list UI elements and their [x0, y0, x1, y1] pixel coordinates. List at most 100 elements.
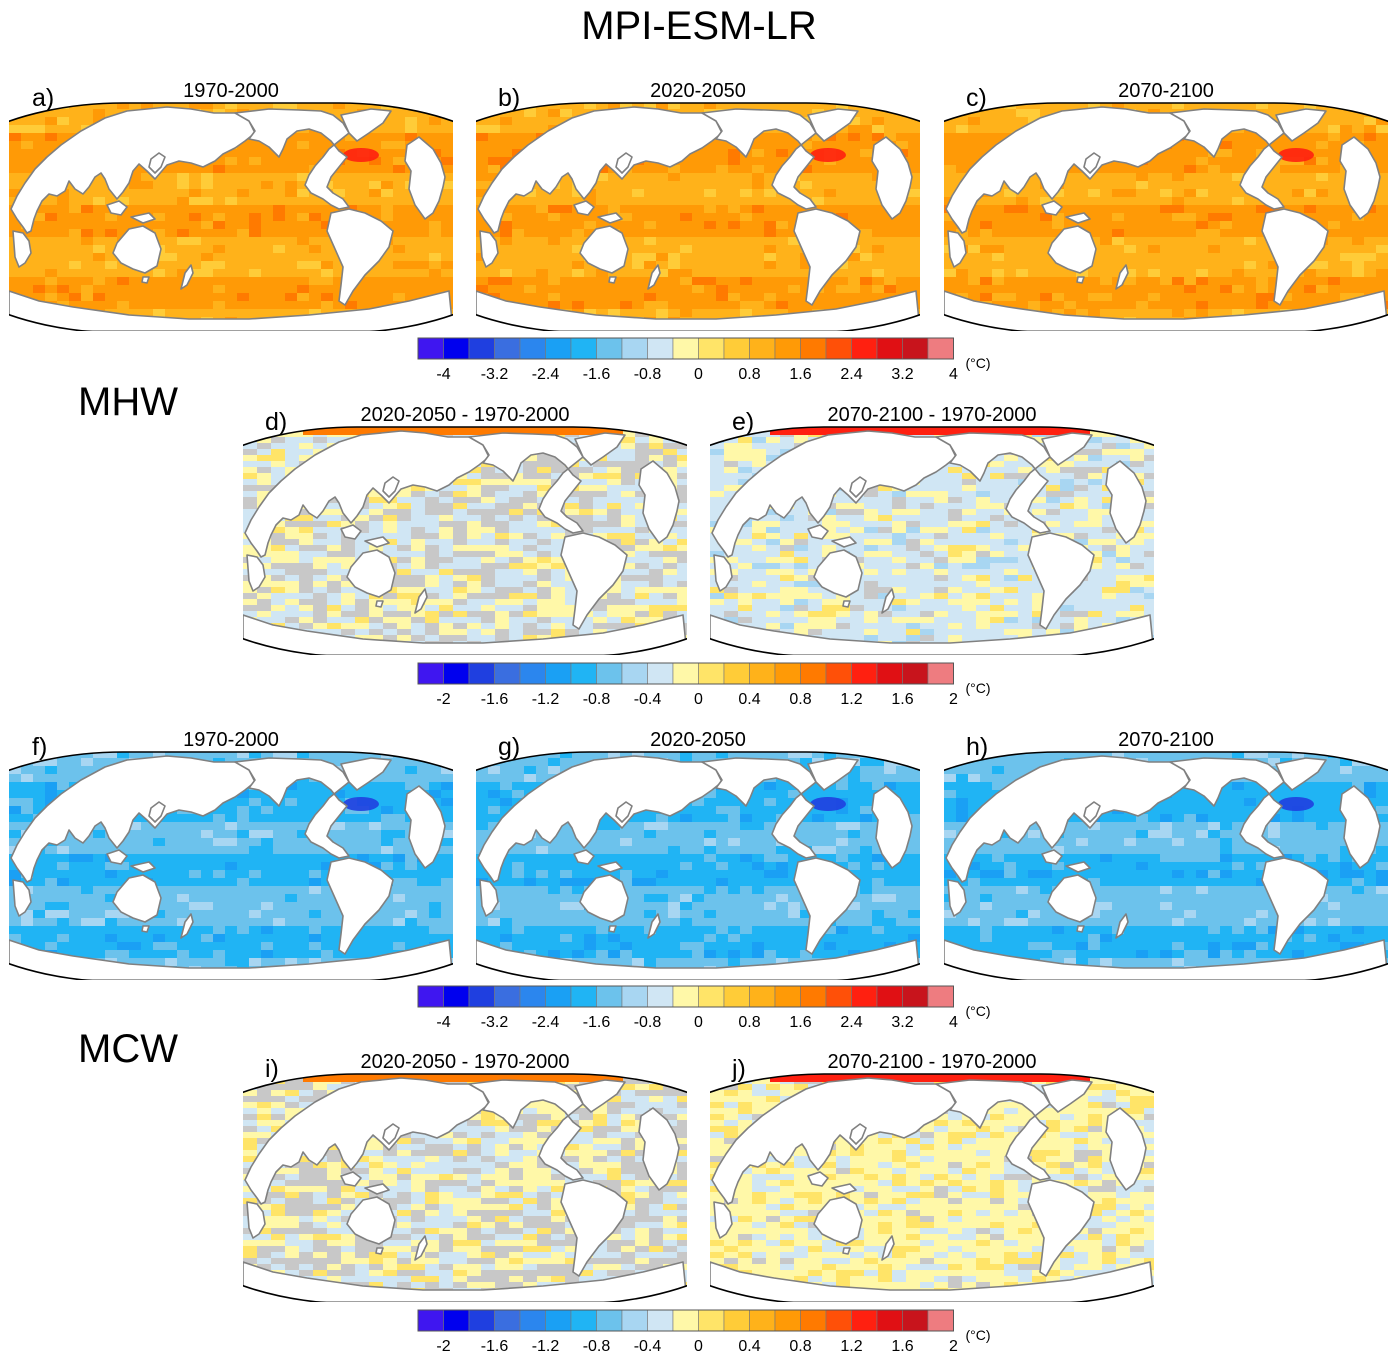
- ocean-cell: [1102, 431, 1117, 438]
- ocean-cell: [509, 509, 524, 516]
- ocean-cell: [992, 285, 1005, 294]
- ocean-cell: [117, 301, 130, 310]
- ocean-cell: [500, 293, 513, 302]
- ocean-cell: [1004, 301, 1017, 310]
- ocean-cell: [249, 173, 262, 182]
- ocean-cell: [285, 157, 298, 166]
- ocean-cell: [441, 197, 453, 206]
- ocean-cell: [417, 221, 430, 230]
- ocean-cell: [908, 125, 920, 134]
- ocean-cell: [441, 133, 453, 142]
- ocean-cell: [872, 125, 885, 134]
- ocean-cell: [524, 213, 537, 222]
- ocean-cell: [512, 277, 525, 286]
- ocean-cell: [333, 181, 346, 190]
- ocean-cell: [237, 261, 250, 270]
- ocean-cell: [309, 103, 322, 110]
- ocean-cell: [453, 611, 468, 618]
- ocean-cell: [593, 515, 608, 522]
- ocean-cell: [1328, 221, 1341, 230]
- ocean-cell: [189, 277, 202, 286]
- ocean-cell: [297, 141, 310, 150]
- ocean-cell: [1232, 285, 1245, 294]
- ocean-cell: [523, 587, 538, 594]
- ocean-cell: [1328, 269, 1341, 278]
- ocean-cell: [273, 245, 286, 254]
- ocean-cell: [271, 569, 286, 576]
- ocean-cell: [333, 103, 346, 110]
- ocean-cell: [551, 569, 566, 576]
- ocean-cell: [1364, 285, 1377, 294]
- ocean-cell: [649, 557, 664, 564]
- ocean-cell: [21, 325, 34, 331]
- ocean-cell: [704, 309, 717, 318]
- ocean-cell: [249, 213, 262, 222]
- ocean-cell: [369, 285, 382, 294]
- ocean-cell: [512, 117, 525, 126]
- ocean-cell: [536, 285, 549, 294]
- ocean-cell: [425, 629, 440, 636]
- ocean-cell: [621, 437, 636, 444]
- ocean-cell: [425, 491, 440, 498]
- ocean-cell: [621, 491, 636, 498]
- ocean-cell: [607, 533, 622, 540]
- ocean-cell: [243, 587, 258, 594]
- ocean-cell: [285, 587, 300, 594]
- ocean-cell: [1340, 293, 1353, 302]
- ocean-cell: [45, 253, 58, 262]
- ocean-cell: [704, 205, 717, 214]
- ocean-cell: [1076, 197, 1089, 206]
- ocean-cell: [860, 245, 873, 254]
- ocean-cell: [273, 301, 286, 310]
- ocean-cell: [956, 141, 969, 150]
- ocean-cell: [668, 165, 681, 174]
- ocean-cell: [992, 277, 1005, 286]
- ocean-cell: [716, 103, 729, 110]
- ocean-cell: [488, 157, 501, 166]
- ocean-cell: [495, 563, 510, 570]
- ocean-cell: [299, 569, 314, 576]
- ocean-cell: [872, 117, 885, 126]
- ocean-cell: [1112, 189, 1125, 198]
- ocean-cell: [93, 103, 106, 110]
- ocean-cell: [397, 617, 412, 624]
- ocean-cell: [1074, 449, 1089, 456]
- ocean-cell: [956, 269, 969, 278]
- ocean-cell: [632, 165, 645, 174]
- ocean-cell: [1256, 261, 1269, 270]
- ocean-cell: [621, 473, 636, 480]
- ocean-cell: [980, 213, 993, 222]
- ocean-cell: [710, 503, 725, 510]
- ocean-cell: [257, 461, 272, 468]
- ocean-cell: [1364, 117, 1377, 126]
- ocean-cell: [369, 521, 384, 528]
- ocean-cell: [620, 237, 633, 246]
- ocean-cell: [299, 575, 314, 582]
- ocean-cell: [752, 269, 765, 278]
- ocean-cell: [369, 617, 384, 624]
- ocean-cell: [621, 533, 636, 540]
- ocean-cell: [704, 197, 717, 206]
- ocean-cell: [481, 539, 496, 546]
- ocean-cell: [800, 109, 813, 118]
- ocean-cell: [752, 253, 765, 262]
- ocean-cell: [621, 455, 636, 462]
- ocean-cell: [860, 181, 873, 190]
- figure-title: MPI-ESM-LR: [581, 4, 817, 48]
- ocean-cell: [1340, 261, 1353, 270]
- ocean-cell: [1004, 197, 1017, 206]
- ocean-cell: [476, 117, 489, 126]
- ocean-cell: [201, 213, 214, 222]
- ocean-cell: [716, 293, 729, 302]
- ocean-cell: [243, 551, 258, 558]
- land-outline: [148, 152, 166, 174]
- ocean-cell: [417, 125, 430, 134]
- ocean-cell: [523, 593, 538, 600]
- ocean-cell: [551, 575, 566, 582]
- panel-h-letter: h): [966, 733, 989, 761]
- ocean-cell: [299, 539, 314, 546]
- ocean-cell: [632, 269, 645, 278]
- ocean-cell: [512, 245, 525, 254]
- ocean-cell: [593, 461, 608, 468]
- land-outline: [597, 212, 623, 224]
